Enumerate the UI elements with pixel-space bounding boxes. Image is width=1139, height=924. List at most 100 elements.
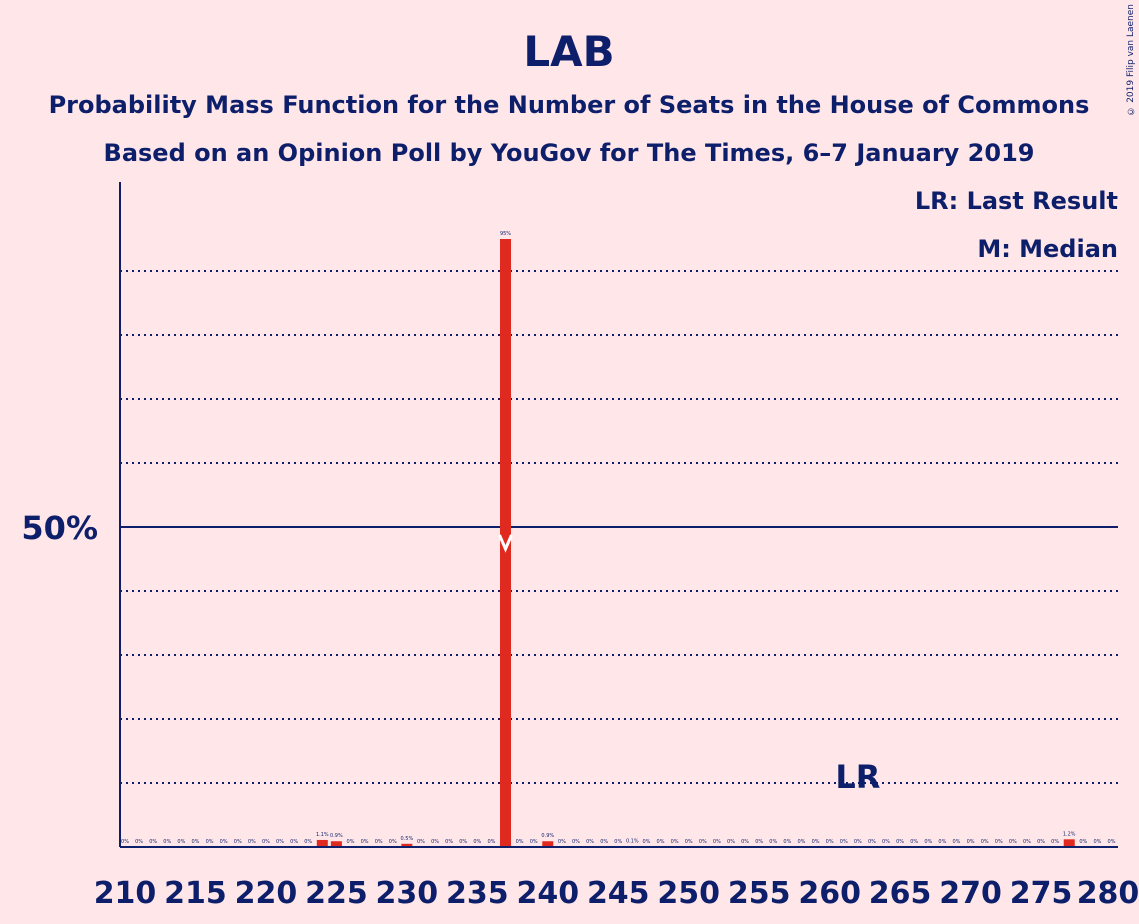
x-tick-225: 225: [305, 876, 368, 911]
data-labels: 0% 0% 0% 0% 0% 0% 0% 0% 0% 0% 0% 0% 0% 0%1.1% 0.9%0% 0%…: [121, 231, 1116, 845]
data-label-277: 1.2%: [1063, 831, 1076, 837]
data-label-246: 0.1%: [626, 838, 639, 844]
data-label-241: 0%: [558, 839, 566, 845]
data-label-236: 0%: [487, 839, 495, 845]
data-label-219: 0%: [248, 839, 256, 845]
data-label-239: 0%: [530, 839, 538, 845]
bar-224: [316, 839, 328, 847]
data-label-240: 0.9%: [541, 833, 554, 839]
x-tick-280: 280: [1077, 876, 1139, 911]
data-label-261: 0%: [840, 839, 848, 845]
data-label-264: 0%: [882, 839, 890, 845]
x-tick-240: 240: [516, 876, 579, 911]
axes: [119, 182, 1118, 848]
data-label-266: 0%: [910, 839, 918, 845]
data-label-211: 0%: [135, 839, 143, 845]
data-label-224: 1.1%: [316, 832, 329, 838]
data-label-212: 0%: [149, 839, 157, 845]
data-label-226: 0%: [347, 839, 355, 845]
data-label-272: 0%: [995, 839, 1003, 845]
data-label-245: 0%: [614, 839, 622, 845]
data-label-232: 0%: [431, 839, 439, 845]
data-label-227: 0%: [361, 839, 369, 845]
x-tick-255: 255: [728, 876, 791, 911]
data-label-256: 0%: [769, 839, 777, 845]
x-tick-250: 250: [657, 876, 720, 911]
data-label-225: 0.9%: [330, 833, 343, 839]
data-label-214: 0%: [177, 839, 185, 845]
data-label-253: 0%: [727, 839, 735, 845]
data-label-221: 0%: [276, 839, 284, 845]
median-marker: [498, 534, 513, 553]
legend-last-result: LR: Last Result: [915, 187, 1118, 215]
data-label-218: 0%: [234, 839, 242, 845]
x-tick-265: 265: [869, 876, 932, 911]
x-tick-215: 215: [164, 876, 227, 911]
data-label-230: 0.5%: [401, 836, 414, 842]
data-label-237: 95%: [500, 231, 511, 237]
x-tick-245: 245: [587, 876, 650, 911]
copyright-notice: © 2019 Filip van Laenen: [1126, 4, 1136, 116]
data-label-231: 0%: [417, 839, 425, 845]
data-label-258: 0%: [797, 839, 805, 845]
data-label-238: 0%: [516, 839, 524, 845]
x-tick-235: 235: [446, 876, 509, 911]
x-tick-230: 230: [376, 876, 439, 911]
data-label-259: 0%: [812, 839, 820, 845]
data-label-233: 0%: [445, 839, 453, 845]
data-label-234: 0%: [459, 839, 467, 845]
data-label-257: 0%: [783, 839, 791, 845]
data-label-250: 0%: [685, 839, 693, 845]
data-label-217: 0%: [220, 839, 228, 845]
gridlines: 50%: [21, 270, 1118, 784]
data-label-220: 0%: [262, 839, 270, 845]
x-tick-210: 210: [94, 876, 157, 911]
legend-median: M: Median: [977, 235, 1118, 263]
x-tick-275: 275: [1010, 876, 1073, 911]
data-label-215: 0%: [191, 839, 199, 845]
data-label-260: 0%: [826, 839, 834, 845]
data-label-235: 0%: [473, 839, 481, 845]
data-label-267: 0%: [924, 839, 932, 845]
data-label-274: 0%: [1023, 839, 1031, 845]
data-label-268: 0%: [938, 839, 946, 845]
data-label-270: 0%: [967, 839, 975, 845]
chart-title: LAB: [523, 27, 614, 76]
bar-237: [500, 239, 512, 847]
data-label-252: 0%: [713, 839, 721, 845]
last-result-label: LR: [835, 758, 880, 796]
data-label-279: 0%: [1093, 839, 1101, 845]
data-label-278: 0%: [1079, 839, 1087, 845]
data-label-265: 0%: [896, 839, 904, 845]
data-label-254: 0%: [741, 839, 749, 845]
data-label-269: 0%: [953, 839, 961, 845]
bar-230: [401, 843, 413, 847]
data-label-243: 0%: [586, 839, 594, 845]
bars: [316, 239, 1075, 847]
reference-line-label: 50%: [21, 509, 98, 547]
x-tick-labels: 210 215 220 225 230 235 240 245 250 255 260 265 270 2…: [94, 876, 1139, 911]
data-label-251: 0%: [699, 839, 707, 845]
data-label-210: 0%: [121, 839, 129, 845]
chart-subtitle-2: Based on an Opinion Poll by YouGov for T…: [104, 139, 1035, 167]
data-label-280: 0%: [1108, 839, 1116, 845]
data-label-263: 0%: [868, 839, 876, 845]
data-label-273: 0%: [1009, 839, 1017, 845]
data-label-247: 0%: [642, 839, 650, 845]
data-label-223: 0%: [304, 839, 312, 845]
data-label-262: 0%: [854, 839, 862, 845]
data-label-213: 0%: [163, 839, 171, 845]
x-tick-270: 270: [939, 876, 1002, 911]
data-label-275: 0%: [1037, 839, 1045, 845]
data-label-255: 0%: [755, 839, 763, 845]
data-label-222: 0%: [290, 839, 298, 845]
bar-225: [330, 841, 342, 847]
data-label-228: 0%: [375, 839, 383, 845]
data-label-242: 0%: [572, 839, 580, 845]
chart-subtitle: Probability Mass Function for the Number…: [49, 91, 1090, 119]
x-tick-220: 220: [235, 876, 298, 911]
x-tick-260: 260: [798, 876, 861, 911]
data-label-271: 0%: [981, 839, 989, 845]
bar-240: [542, 841, 554, 847]
data-label-216: 0%: [206, 839, 214, 845]
